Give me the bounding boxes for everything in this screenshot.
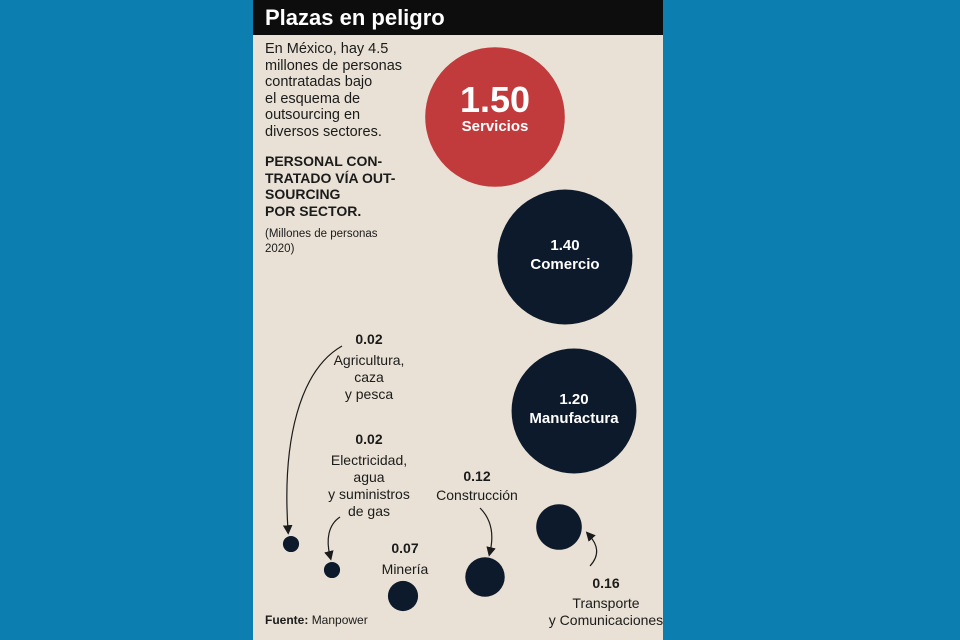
category-label: Agricultura, caza y pesca — [333, 352, 405, 402]
category-label: Minería — [381, 561, 429, 577]
bubble — [511, 348, 637, 474]
bubble — [323, 561, 341, 579]
category-label: Electricidad, agua y suministros de gas — [328, 452, 410, 519]
description: En México, hay 4.5 millones de personas … — [265, 41, 403, 140]
value-label: 0.02 — [355, 331, 383, 347]
source: Fuente: Manpower — [265, 613, 368, 627]
value-label: 0.07 — [391, 540, 419, 556]
arrows — [282, 345, 598, 567]
value-label: 0.02 — [355, 431, 383, 447]
bubble — [497, 189, 633, 325]
unit-note: (Millones de personas 2020) — [265, 228, 378, 255]
bubble — [536, 504, 582, 550]
category-label: Construcción — [436, 487, 518, 503]
arrow — [282, 345, 343, 535]
arrow — [585, 531, 598, 567]
category-label: Servicios — [461, 118, 529, 135]
value-label: 1.40 — [550, 237, 580, 254]
source-name: Manpower — [311, 613, 368, 627]
bubble — [465, 557, 505, 597]
bubble — [425, 47, 565, 187]
value-label: 1.50 — [459, 79, 531, 120]
value-label: 0.16 — [592, 575, 620, 591]
bubble — [387, 580, 419, 612]
arrow — [479, 507, 496, 557]
title: Plazas en peligro — [265, 5, 445, 30]
subtitle: PERSONAL CON- TRATADO VÍA OUT- SOURCING … — [265, 153, 396, 219]
bubble — [282, 535, 300, 553]
arrow — [324, 516, 341, 561]
source-label: Fuente: — [265, 613, 309, 627]
title-bar — [253, 0, 663, 35]
category-label: Comercio — [530, 256, 600, 273]
category-label: Manufactura — [529, 410, 619, 427]
value-label: 0.12 — [463, 468, 491, 484]
value-label: 1.20 — [559, 391, 589, 408]
category-label: Transporte y Comunicaciones — [548, 595, 664, 628]
